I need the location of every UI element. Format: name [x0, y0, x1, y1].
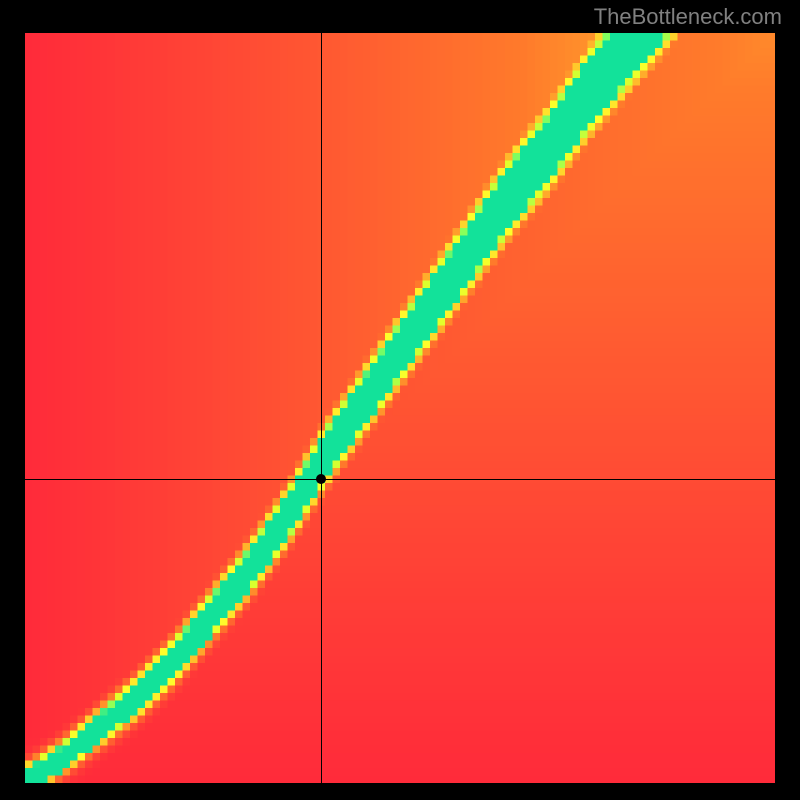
crosshair-horizontal	[25, 479, 775, 480]
crosshair-vertical	[321, 33, 322, 783]
heatmap-canvas	[25, 33, 775, 783]
watermark-text: TheBottleneck.com	[594, 4, 782, 30]
crosshair-marker	[316, 474, 326, 484]
plot-area	[25, 33, 775, 783]
chart-container: TheBottleneck.com	[0, 0, 800, 800]
